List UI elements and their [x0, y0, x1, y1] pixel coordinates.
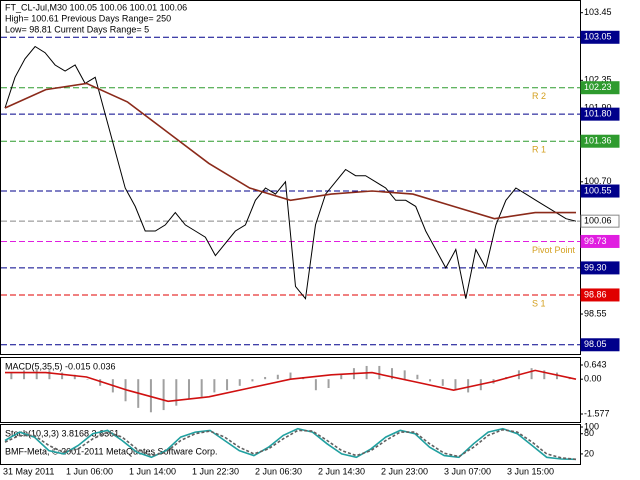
x-tick-label: 1 Jun 06:00 [66, 466, 113, 476]
price-title: FT_CL-Jul,M30 100.05 100.06 100.01 100.0… [5, 2, 187, 12]
histogram-bar [429, 379, 432, 382]
level-box [580, 184, 620, 198]
x-tick-label: 3 Jun 15:00 [507, 466, 554, 476]
y-tick-label: 20 [584, 448, 594, 458]
histogram-bar [276, 374, 279, 380]
level-box [580, 234, 620, 248]
y-tick-label: 80 [584, 428, 594, 438]
histogram-bar [213, 379, 216, 393]
histogram-bar [61, 372, 64, 380]
level-label: 101.36 [584, 136, 612, 146]
histogram-bar [73, 374, 76, 380]
histogram-bar [238, 379, 241, 386]
histogram-bar [162, 379, 165, 411]
histogram-bar [543, 370, 546, 380]
price-subtitle: High= 100.61 Previous Days Range= 250 [5, 13, 171, 23]
histogram-bar [416, 374, 419, 380]
x-tick-label: 3 Jun 07:00 [444, 466, 491, 476]
histogram-bar [86, 379, 89, 380]
price-panel [0, 0, 581, 355]
histogram-bar [23, 370, 26, 380]
x-tick-label: 1 Jun 14:00 [129, 466, 176, 476]
level-box [580, 288, 620, 302]
level-box [580, 338, 620, 352]
y-tick-label: -1.577 [584, 408, 610, 418]
histogram-bar [314, 379, 317, 391]
level-label: 101.80 [584, 109, 612, 119]
level-label: 98.86 [584, 289, 607, 299]
histogram-bar [149, 379, 152, 413]
x-tick-label: 2 Jun 23:00 [381, 466, 428, 476]
y-tick-label: 100.70 [584, 176, 612, 186]
series-line [4, 428, 577, 461]
histogram-bar [187, 379, 190, 400]
histogram-bar [378, 365, 381, 380]
level-name: R 1 [532, 145, 546, 155]
y-tick-label: 101.90 [584, 102, 612, 112]
level-box [580, 214, 620, 228]
y-tick-label: 0.00 [584, 374, 602, 384]
series-line [4, 427, 577, 461]
histogram-bar [530, 368, 533, 380]
histogram-bar [454, 379, 457, 391]
level-name: Pivot Point [532, 245, 576, 255]
histogram-bar [226, 379, 229, 391]
x-tick-label: 1 Jun 22:30 [192, 466, 239, 476]
price-subtitle: Low= 98.81 Current Days Range= 5 [5, 24, 149, 34]
level-name: S 1 [532, 298, 546, 308]
level-box [580, 134, 620, 148]
y-tick-label: 100 [584, 421, 599, 431]
histogram-bar [10, 372, 13, 380]
histogram-bar [251, 379, 254, 382]
macd-title: MACD(5,35,5) -0.015 0.036 [5, 361, 116, 371]
level-label: 100.06 [584, 216, 612, 226]
x-tick-label: 31 May 2011 [3, 466, 54, 476]
histogram-bar [340, 374, 343, 380]
histogram-bar [467, 379, 470, 393]
level-label: 99.73 [584, 236, 607, 246]
x-tick-label: 2 Jun 14:30 [318, 466, 365, 476]
series-line [4, 45, 577, 300]
series-line [5, 369, 577, 403]
histogram-bar [200, 379, 203, 397]
level-label: 102.23 [584, 82, 612, 92]
histogram-bar [35, 368, 38, 380]
stoch-title: Stoch(10,3,3) 3.8168 3.6361 [5, 428, 119, 438]
histogram-bar [175, 379, 178, 406]
histogram-bar [48, 370, 51, 380]
y-tick-label: 0.643 [584, 359, 607, 369]
level-label: 99.30 [584, 262, 607, 272]
histogram-bar [99, 379, 102, 386]
level-label: 98.05 [584, 339, 607, 349]
histogram-bar [391, 368, 394, 380]
level-name: R 2 [532, 91, 546, 101]
x-tick-label: 2 Jun 06:30 [255, 466, 302, 476]
histogram-bar [264, 376, 267, 380]
level-box [580, 30, 620, 44]
series-line [4, 82, 576, 220]
copyright: BMF-Meta, © 2001-2011 MetaQuotes Softwar… [5, 446, 218, 456]
histogram-bar [441, 379, 444, 386]
histogram-bar [327, 379, 330, 389]
histogram-bar [403, 370, 406, 380]
stoch-panel [0, 424, 581, 465]
y-tick-label: 102.35 [584, 75, 612, 85]
level-box [580, 261, 620, 275]
histogram-bar [289, 372, 292, 380]
level-label: 103.05 [584, 32, 612, 42]
macd-panel [0, 357, 581, 423]
y-tick-label: 98.55 [584, 308, 607, 318]
y-tick-label: 103.45 [584, 7, 612, 17]
level-label: 100.55 [584, 185, 612, 195]
level-box [580, 81, 620, 95]
level-box [580, 107, 620, 121]
